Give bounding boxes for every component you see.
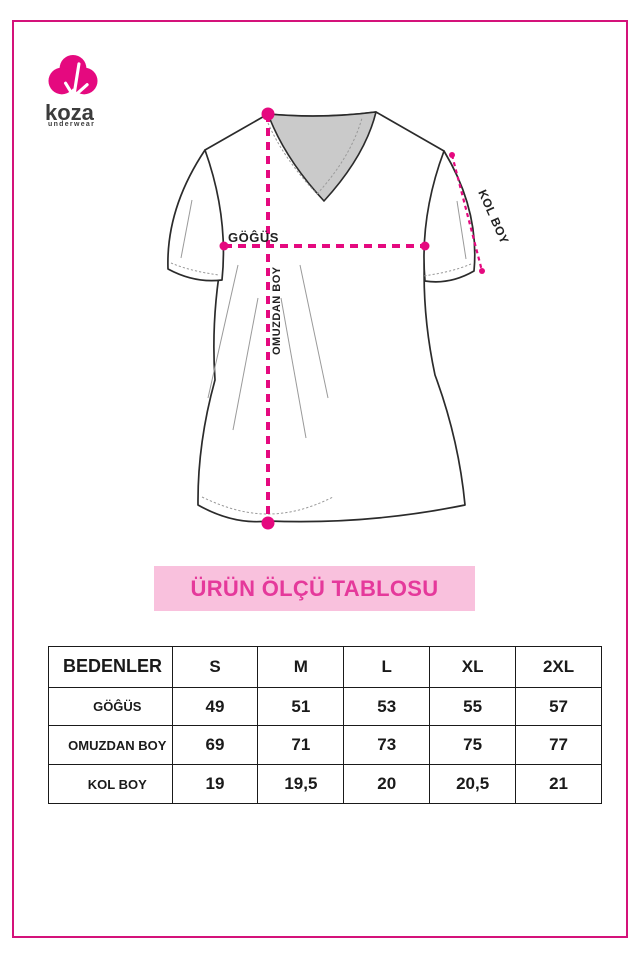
svg-text:KOL BOY: KOL BOY <box>475 188 511 247</box>
svg-text:OMUZDAN BOY: OMUZDAN BOY <box>271 266 283 355</box>
svg-text:GÖĜÜS: GÖĜÜS <box>228 230 279 245</box>
